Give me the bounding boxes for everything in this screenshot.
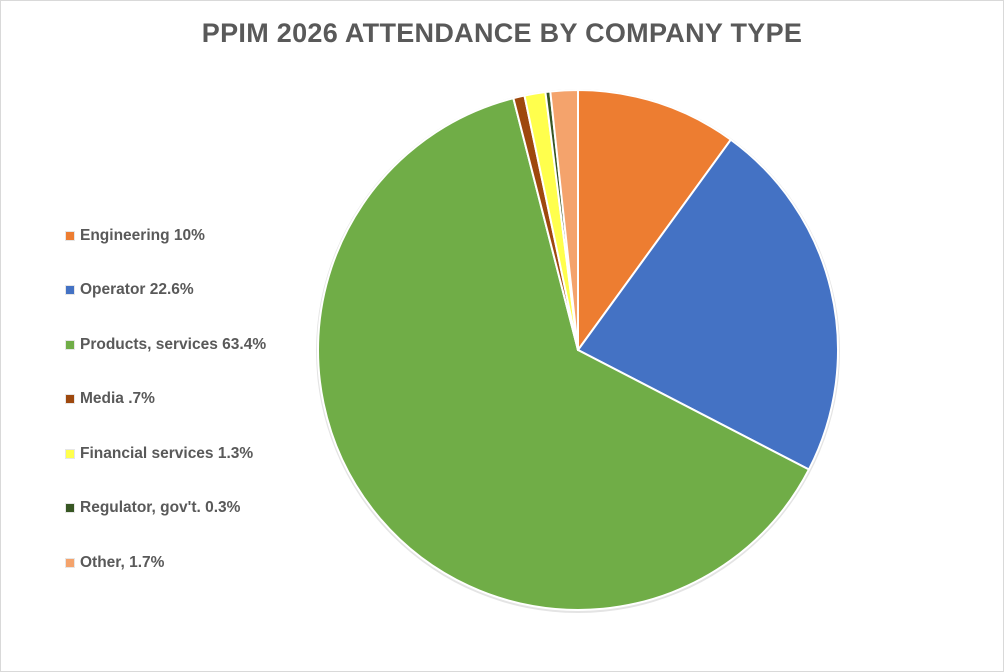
legend-swatch: [65, 339, 75, 350]
legend-item: Regulator, gov't. 0.3%: [65, 495, 266, 522]
legend-swatch: [65, 394, 75, 404]
chart-title: PPIM 2026 ATTENDANCE BY COMPANY TYPE: [201, 18, 803, 48]
legend-item: Media .7%: [65, 386, 266, 413]
legend-label: Operator 22.6%: [80, 281, 194, 298]
legend-swatch: [65, 285, 75, 295]
legend-label: Other, 1.7%: [80, 553, 165, 571]
legend-swatch: [65, 230, 75, 241]
legend-item: Other, 1.7%: [65, 549, 266, 576]
legend-item: Operator 22.6%: [65, 277, 266, 304]
legend-item: Financial services 1.3%: [65, 440, 266, 467]
legend-swatch: [65, 503, 75, 513]
legend-swatch: [65, 448, 75, 459]
pie-slice-other: [549, 89, 579, 351]
legend: Engineering 10% Operator 22.6% Products, s…: [65, 222, 267, 604]
pie-slice-engineering: [577, 89, 732, 351]
legend-label: Engineering 10%: [80, 226, 205, 244]
pie-slice-operator: [577, 138, 839, 471]
legend-item: Engineering 10%: [65, 222, 266, 249]
legend-label: Financial services 1.3%: [80, 444, 254, 462]
legend-label: Regulator, gov't. 0.3%: [80, 499, 241, 516]
legend-swatch: [65, 557, 75, 568]
legend-label: Media .7%: [80, 390, 155, 407]
pie-slice-products-services: [317, 97, 810, 611]
legend-item: Products, services 63.4%: [65, 331, 267, 358]
legend-label: Products, services 63.4%: [80, 335, 267, 353]
